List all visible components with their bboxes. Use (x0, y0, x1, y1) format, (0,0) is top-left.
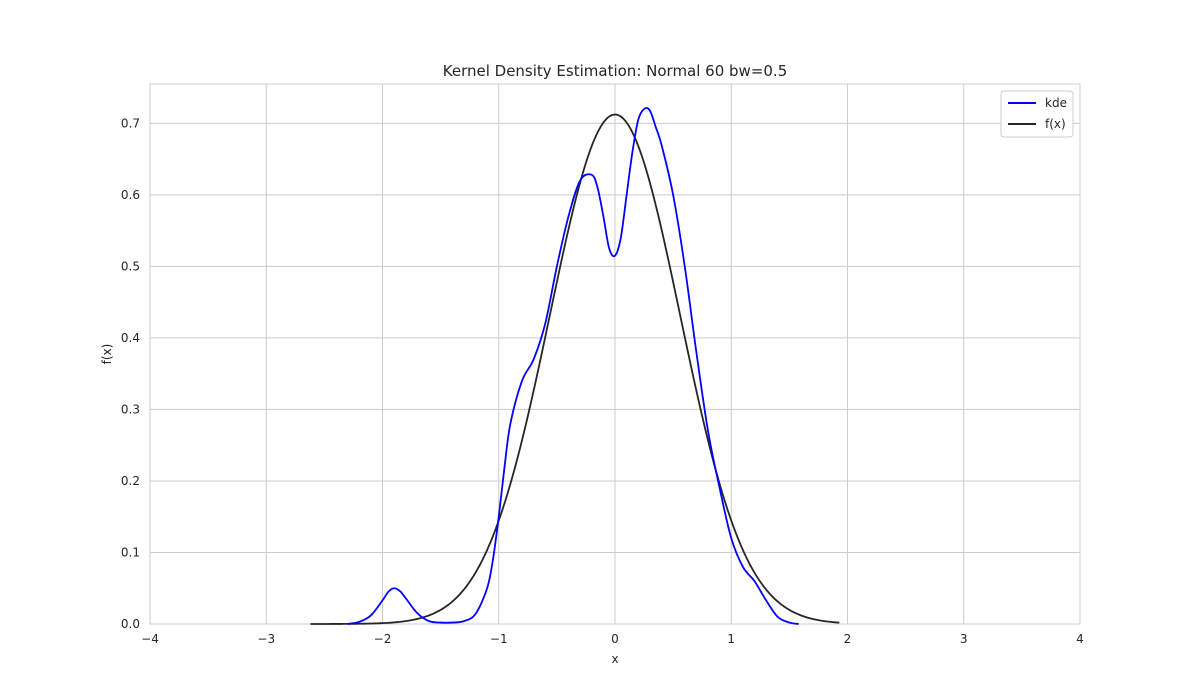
y-tick-label: 0.7 (121, 116, 140, 130)
x-axis-ticks: −4 −3 −2 −1 0 1 2 3 4 (141, 632, 1084, 646)
x-axis-label: x (611, 652, 618, 666)
x-tick-label: 1 (727, 632, 735, 646)
series-layer (310, 107, 840, 625)
legend-label-kde: kde (1045, 96, 1067, 110)
y-tick-label: 0.6 (121, 188, 140, 202)
legend-label-fx: f(x) (1045, 117, 1066, 131)
x-tick-label: −3 (257, 632, 275, 646)
y-tick-label: 0.0 (121, 617, 140, 631)
x-tick-label: −4 (141, 632, 159, 646)
x-tick-label: 2 (844, 632, 852, 646)
y-axis-label: f(x) (100, 344, 114, 365)
x-tick-label: 3 (960, 632, 968, 646)
series-line-fx (310, 113, 840, 625)
y-tick-label: 0.3 (121, 402, 140, 416)
x-tick-label: −1 (490, 632, 508, 646)
y-axis-ticks: 0.0 0.1 0.2 0.3 0.4 0.5 0.6 0.7 (121, 116, 140, 631)
y-tick-label: 0.5 (121, 259, 140, 273)
legend: kde f(x) (1000, 90, 1074, 138)
x-tick-label: 0 (611, 632, 619, 646)
plot-frame (149, 83, 1081, 625)
series-line-kde (347, 107, 799, 625)
y-tick-label: 0.4 (121, 331, 140, 345)
chart-title: Kernel Density Estimation: Normal 60 bw=… (443, 62, 788, 80)
x-tick-label: −2 (374, 632, 392, 646)
y-tick-label: 0.1 (121, 545, 140, 559)
x-tick-label: 4 (1076, 632, 1084, 646)
y-tick-label: 0.2 (121, 474, 140, 488)
